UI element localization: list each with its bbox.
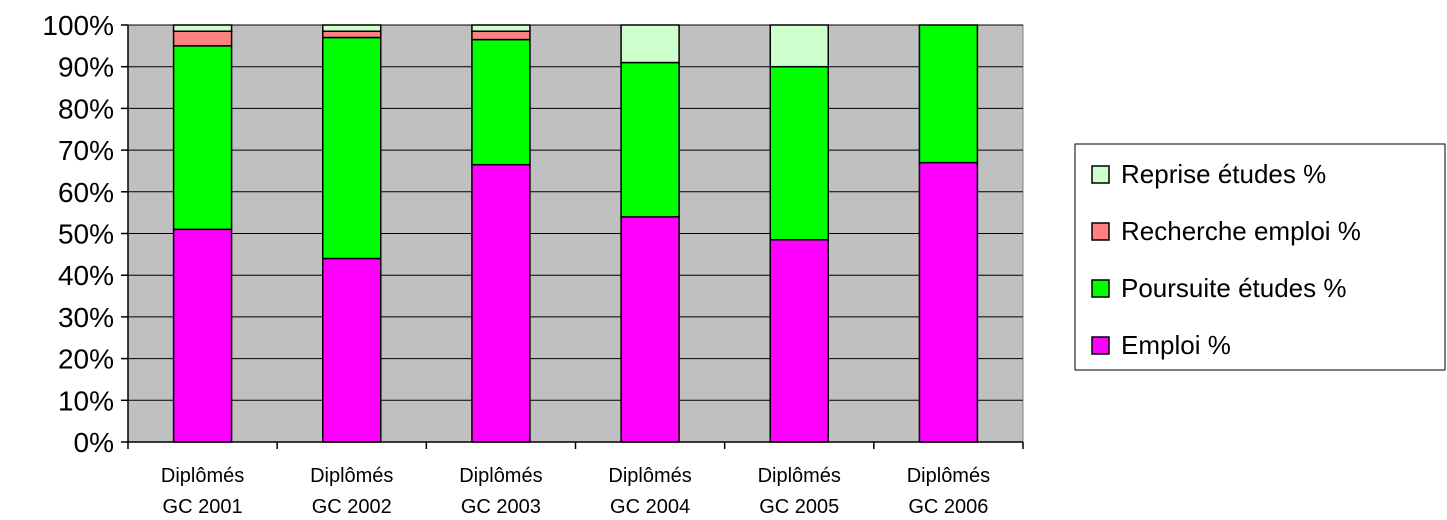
legend-box (1074, 143, 1446, 371)
bar-segment (769, 24, 829, 68)
x-tick-label: Diplômés GC 2006 (907, 465, 990, 518)
y-tick-label: 20% (58, 344, 114, 375)
x-tick-label: Diplômés GC 2005 (758, 465, 841, 518)
bar-segment (471, 30, 531, 41)
legend-swatch (1091, 279, 1110, 298)
bar-segment (172, 30, 233, 47)
y-tick-labels: 0% 10% 20% 30% 40% 50% 60% 70% 80% 90% 100% (42, 10, 114, 458)
bars (172, 24, 979, 443)
y-tick-label: 70% (58, 135, 114, 166)
bar-segment (322, 257, 382, 443)
legend-swatch (1091, 222, 1110, 241)
legend-swatch (1091, 165, 1110, 184)
bar-segment (172, 24, 233, 33)
legend-label: Recherche emploi % (1121, 216, 1361, 246)
axes (121, 24, 1024, 449)
bar-segment (918, 161, 979, 443)
x-tick-label: Diplômés GC 2003 (459, 465, 542, 518)
x-tick-label: Diplômés GC 2002 (310, 465, 393, 518)
bar-segment (918, 24, 979, 164)
bar-segment (471, 163, 531, 443)
y-tick-label: 0% (74, 427, 114, 458)
bar-segment (322, 24, 382, 33)
legend-swatch (1091, 336, 1110, 355)
y-tick-label: 50% (58, 219, 114, 250)
bar-segment (769, 65, 829, 241)
bar-segment (769, 239, 829, 443)
y-tick-label: 80% (58, 93, 114, 124)
bar-segment (322, 30, 382, 39)
legend-label: Poursuite études % (1121, 273, 1346, 303)
bar-segment (471, 38, 531, 166)
y-tick-label: 100% (42, 10, 114, 41)
bar-segment (471, 24, 531, 33)
bar-segment (172, 45, 233, 231)
bar-segment (172, 228, 233, 443)
x-tick-label: Diplômés GC 2001 (161, 465, 244, 518)
y-tick-label: 40% (58, 260, 114, 291)
bar-segment (620, 24, 680, 64)
y-tick-label: 60% (58, 177, 114, 208)
legend-label: Emploi % (1121, 330, 1231, 360)
bar-segment (620, 61, 680, 218)
x-tick-labels: Diplômés GC 2001 Diplômés GC 2002 Diplômés GC… (161, 465, 990, 518)
legend: Reprise études % Recherche emploi % Poursu… (1074, 143, 1446, 371)
bar-segment (322, 36, 382, 260)
x-tick-label: Diplômés GC 2004 (608, 465, 691, 518)
bar-segment (620, 216, 680, 443)
y-tick-label: 90% (58, 52, 114, 83)
y-tick-label: 30% (58, 302, 114, 333)
y-tick-label: 10% (58, 385, 114, 416)
gridlines (128, 24, 1023, 401)
legend-label: Reprise études % (1121, 159, 1326, 189)
